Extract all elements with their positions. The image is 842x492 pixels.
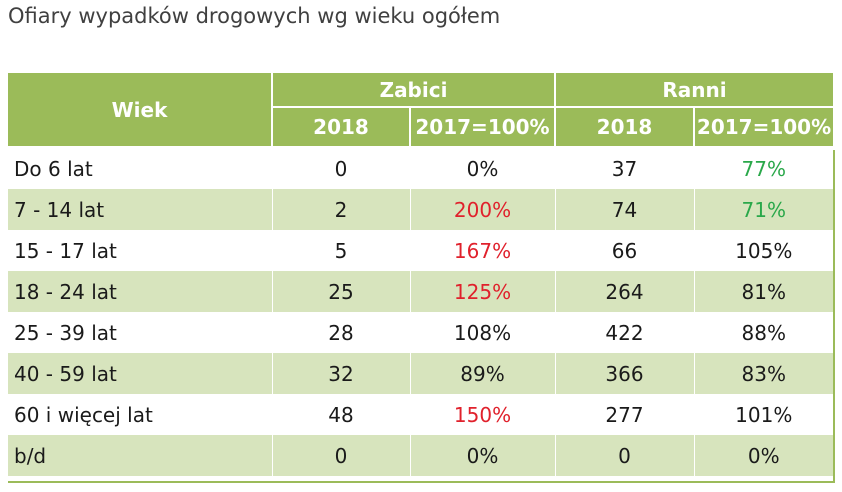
- table-row: 7 - 14 lat 2 200% 74 71%: [8, 189, 834, 230]
- table-row: 60 i więcej lat 48 150% 277 101%: [8, 394, 834, 435]
- injured-index: 88%: [694, 312, 834, 353]
- killed-index: 167%: [410, 230, 556, 271]
- killed-2018: 0: [272, 147, 411, 189]
- killed-2018: 28: [272, 312, 411, 353]
- injured-index: 0%: [694, 435, 834, 476]
- injured-index: 105%: [694, 230, 834, 271]
- killed-index: 108%: [410, 312, 556, 353]
- injured-index: 101%: [694, 394, 834, 435]
- header-row-groups: Wiek Zabici Ranni: [8, 73, 834, 148]
- injured-2018: 66: [555, 230, 695, 271]
- table-row: 15 - 17 lat 5 167% 66 105%: [8, 230, 834, 271]
- age-group-label: 18 - 24 lat: [8, 271, 273, 312]
- age-group-label: Do 6 lat: [8, 147, 273, 189]
- table-row: b/d 0 0% 0 0%: [8, 435, 834, 476]
- table-row: 18 - 24 lat 25 125% 264 81%: [8, 271, 834, 312]
- killed-index: 0%: [410, 435, 556, 476]
- injured-index: 77%: [694, 147, 834, 189]
- header-injured-index: 2017=100%: [693, 107, 834, 148]
- injured-index: 71%: [694, 189, 834, 230]
- header-group-injured: Ranni: [554, 73, 834, 108]
- header-injured-2018: 2018: [554, 107, 696, 148]
- age-group-label: b/d: [8, 435, 273, 476]
- injured-index: 83%: [694, 353, 834, 394]
- table-row: Do 6 lat 0 0% 37 77%: [8, 147, 834, 189]
- injured-2018: 277: [555, 394, 695, 435]
- age-group-label: 60 i więcej lat: [8, 394, 273, 435]
- killed-index: 200%: [410, 189, 556, 230]
- header-killed-2018: 2018: [271, 107, 411, 148]
- injured-2018: 0: [555, 435, 695, 476]
- injured-2018: 37: [555, 147, 695, 189]
- header-age: Wiek: [8, 73, 273, 148]
- killed-2018: 2: [272, 189, 411, 230]
- killed-index: 89%: [410, 353, 556, 394]
- killed-index: 125%: [410, 271, 556, 312]
- age-group-label: 7 - 14 lat: [8, 189, 273, 230]
- killed-index: 150%: [410, 394, 556, 435]
- injured-2018: 422: [555, 312, 695, 353]
- injured-2018: 366: [555, 353, 695, 394]
- victims-table: Wiek Zabici Ranni 2018 2017=100% 2018 20…: [8, 73, 834, 476]
- table-right-border: [833, 150, 835, 483]
- injured-2018: 74: [555, 189, 695, 230]
- killed-2018: 0: [272, 435, 411, 476]
- header-row-subcolumns: 2018 2017=100% 2018 2017=100%: [8, 107, 834, 148]
- killed-2018: 48: [272, 394, 411, 435]
- age-group-label: 25 - 39 lat: [8, 312, 273, 353]
- header-killed-index: 2017=100%: [408, 107, 557, 148]
- injured-2018: 264: [555, 271, 695, 312]
- killed-2018: 25: [272, 271, 411, 312]
- age-group-label: 15 - 17 lat: [8, 230, 273, 271]
- killed-2018: 32: [272, 353, 411, 394]
- page-title: Ofiary wypadków drogowych wg wieku ogółe…: [8, 4, 501, 28]
- header-group-killed: Zabici: [270, 73, 557, 108]
- table-bottom-border: [8, 481, 833, 483]
- age-group-label: 40 - 59 lat: [8, 353, 273, 394]
- killed-2018: 5: [272, 230, 411, 271]
- table-row: 25 - 39 lat 28 108% 422 88%: [8, 312, 834, 353]
- killed-index: 0%: [410, 147, 556, 189]
- injured-index: 81%: [694, 271, 834, 312]
- table-row: 40 - 59 lat 32 89% 366 83%: [8, 353, 834, 394]
